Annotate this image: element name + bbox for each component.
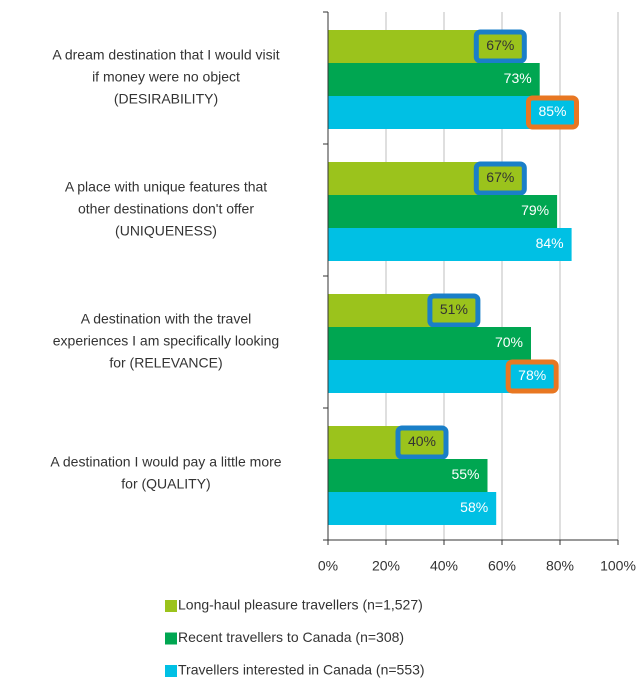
category-label: A place with unique features that xyxy=(65,179,267,195)
bar xyxy=(328,294,476,327)
value-label: 67% xyxy=(486,37,514,53)
x-tick-label: 40% xyxy=(430,558,458,574)
bar xyxy=(328,195,558,228)
highlight-box xyxy=(526,95,579,130)
value-label: 40% xyxy=(408,433,436,449)
bar xyxy=(328,492,497,525)
highlight-box xyxy=(473,161,527,196)
bar xyxy=(328,30,523,63)
highlight-box xyxy=(473,29,527,64)
x-tick-label: 20% xyxy=(372,558,400,574)
legend-swatch xyxy=(165,600,177,612)
value-label: 51% xyxy=(440,301,468,317)
x-tick-label: 80% xyxy=(546,558,574,574)
bar xyxy=(328,96,575,129)
value-label: 84% xyxy=(536,235,564,251)
category-label: experiences I am specifically looking xyxy=(53,333,279,349)
highlight-box xyxy=(395,425,449,460)
value-label: 70% xyxy=(495,334,523,350)
legend-label: Recent travellers to Canada (n=308) xyxy=(178,629,404,645)
legend-label: Travellers interested in Canada (n=553) xyxy=(178,662,425,678)
category-label: for (QUALITY) xyxy=(121,476,210,492)
category-label: A destination with the travel xyxy=(81,311,251,327)
value-label: 78% xyxy=(518,367,546,383)
x-tick-label: 0% xyxy=(318,558,338,574)
legend-swatch xyxy=(165,665,177,677)
bar xyxy=(328,63,540,96)
value-label: 55% xyxy=(451,466,479,482)
legend-swatch xyxy=(165,632,177,645)
category-label: (DESIRABILITY) xyxy=(114,91,218,107)
category-label: other destinations don't offer xyxy=(78,201,254,217)
category-label: if money were no object xyxy=(92,69,240,85)
legend-label: Long-haul pleasure travellers (n=1,527) xyxy=(178,597,423,613)
x-tick-label: 100% xyxy=(600,558,636,574)
value-label: 58% xyxy=(460,499,488,515)
bar xyxy=(328,426,444,459)
bar xyxy=(328,162,523,195)
value-label: 73% xyxy=(504,70,532,86)
bar xyxy=(328,360,555,393)
value-label: 79% xyxy=(521,202,549,218)
value-label: 67% xyxy=(486,169,514,185)
category-label: A destination I would pay a little more xyxy=(50,454,281,470)
highlight-box xyxy=(427,293,481,328)
highlight-box xyxy=(505,359,559,394)
value-label: 85% xyxy=(538,103,566,119)
bar xyxy=(328,228,572,261)
category-label: (UNIQUENESS) xyxy=(115,223,217,239)
category-label: A dream destination that I would visit xyxy=(52,47,279,63)
x-tick-label: 60% xyxy=(488,558,516,574)
category-label: for (RELEVANCE) xyxy=(109,355,222,371)
bar xyxy=(328,327,531,360)
bar xyxy=(328,459,488,492)
